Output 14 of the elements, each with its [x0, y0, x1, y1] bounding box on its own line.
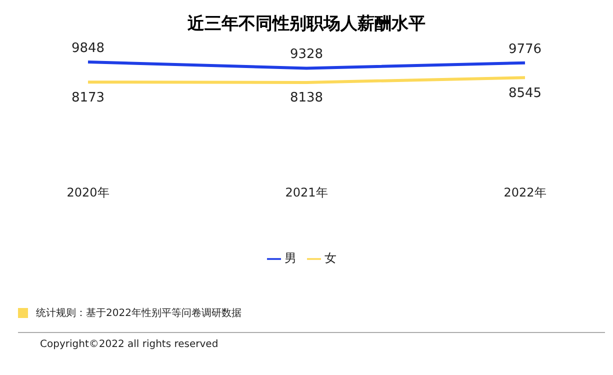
data-label: 8545: [508, 86, 542, 101]
text: Copyright©2022 all rights reserved: [18, 332, 605, 350]
data-label: 9776: [508, 42, 542, 57]
legend-label: 女: [324, 251, 336, 265]
x-tick-label: 2022年: [504, 186, 546, 200]
data-label: 8173: [71, 90, 105, 106]
chart-title: 近三年不同性别职场人薪酬水平: [186, 13, 426, 36]
legend-label: 男: [284, 251, 296, 265]
data-label: 8138: [290, 90, 324, 106]
data-label: 9328: [290, 47, 324, 62]
data-label: 9848: [71, 41, 105, 56]
text: 统计规则：基于2022年性别平等问卷调研数据: [35, 306, 242, 320]
x-tick-label: 2021年: [285, 186, 328, 200]
x-tick-label: 2020年: [66, 186, 110, 200]
